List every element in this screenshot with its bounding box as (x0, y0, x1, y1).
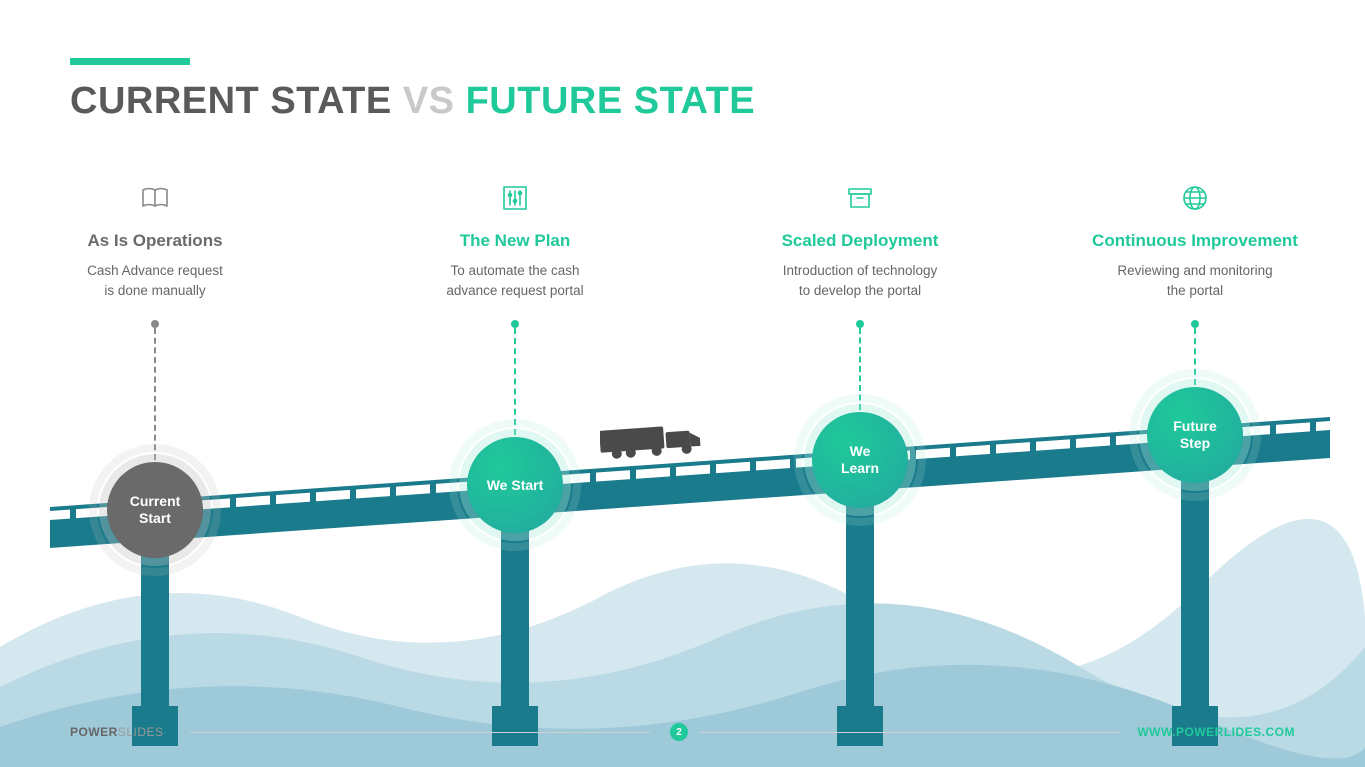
stage-desc: Cash Advance requestis done manually (20, 261, 290, 302)
sliders-icon (499, 182, 531, 214)
stage-heading: Continuous Improvement (1060, 231, 1330, 251)
stage-desc: Introduction of technologyto develop the… (725, 261, 995, 302)
footer-line-right (700, 732, 1120, 733)
title-part-2: VS (403, 80, 455, 122)
stage-node: We Start (467, 437, 563, 533)
stage-2: Scaled Deployment Introduction of technol… (725, 182, 995, 302)
stage-heading: As Is Operations (20, 231, 290, 251)
stage-desc: Reviewing and monitoringthe portal (1060, 261, 1330, 302)
footer-url: WWW.POWERLIDES.COM (1137, 725, 1295, 739)
brand-strong: POWER (70, 725, 118, 739)
stage-desc: To automate the cashadvance request port… (380, 261, 650, 302)
node-label: We Start (487, 477, 544, 494)
connector-dot (151, 320, 159, 328)
stage-node: CurrentStart (107, 462, 203, 558)
node-label: CurrentStart (130, 493, 181, 527)
connector-dot (511, 320, 519, 328)
footer-line-left (190, 732, 650, 733)
title-part-3: FUTURE STATE (466, 80, 756, 122)
bridge-pillar-base (837, 706, 883, 746)
stage-heading: The New Plan (380, 231, 650, 251)
node-label: WeLearn (841, 443, 879, 477)
slide-root: CURRENT STATE VS FUTURE STATE As (0, 0, 1365, 767)
stage-heading: Scaled Deployment (725, 231, 995, 251)
slide-title: CURRENT STATE VS FUTURE STATE (70, 80, 755, 123)
brand-light: SLIDES (118, 725, 164, 739)
page-number-badge: 2 (670, 723, 688, 741)
book-icon (139, 182, 171, 214)
bridge-pillar-base (492, 706, 538, 746)
stage-3: Continuous Improvement Reviewing and moni… (1060, 182, 1330, 302)
stage-node: WeLearn (812, 412, 908, 508)
stage-node: FutureStep (1147, 387, 1243, 483)
truck-icon (600, 421, 710, 461)
bridge-pillar (1181, 465, 1209, 720)
stage-1: The New Plan To automate the cashadvance … (380, 182, 650, 302)
connector-dot (856, 320, 864, 328)
archive-icon (844, 182, 876, 214)
connector-dot (1191, 320, 1199, 328)
node-label: FutureStep (1173, 418, 1217, 452)
stage-0: As Is Operations Cash Advance requestis d… (20, 182, 290, 302)
accent-bar (70, 58, 190, 65)
connector-line (154, 328, 156, 460)
footer-brand: POWERSLIDES (70, 725, 164, 739)
globe-icon (1179, 182, 1211, 214)
title-part-1: CURRENT STATE (70, 80, 392, 122)
page-number: 2 (676, 727, 682, 738)
